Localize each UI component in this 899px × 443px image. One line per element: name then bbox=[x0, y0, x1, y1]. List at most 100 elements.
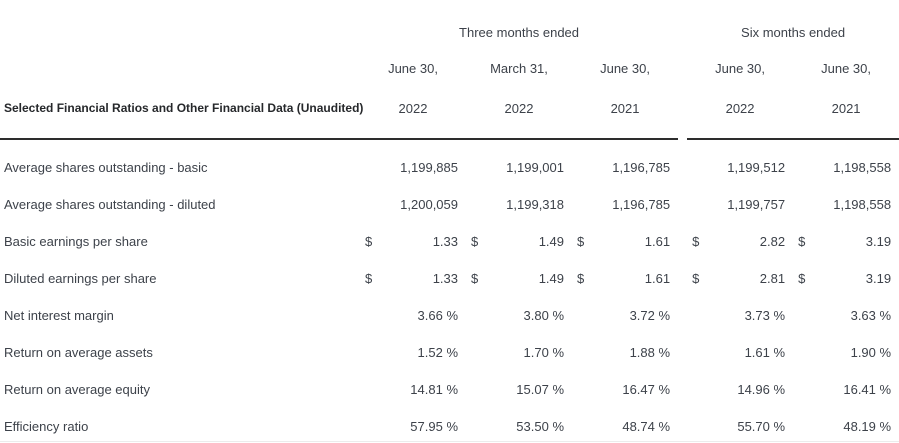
cell-value: 1.61 % bbox=[705, 334, 793, 371]
table-row: Average shares outstanding - basic 1,199,… bbox=[0, 139, 899, 186]
currency-symbol bbox=[687, 408, 705, 443]
cell-value: 3.73 % bbox=[705, 297, 793, 334]
cell-suffix: % bbox=[548, 308, 564, 323]
cell-number: 57.95 bbox=[410, 419, 443, 434]
group-header-three-months: Three months ended bbox=[459, 24, 580, 40]
cell-number: 1.70 bbox=[523, 345, 549, 360]
cell-value: 3.80 % bbox=[484, 297, 572, 334]
column-gap bbox=[678, 14, 687, 50]
column-gap bbox=[678, 334, 687, 371]
cell-value: 1.70 % bbox=[484, 334, 572, 371]
cell-suffix: % bbox=[442, 308, 458, 323]
cell-number: 53.50 bbox=[516, 419, 549, 434]
cell-value: 3.66 % bbox=[378, 297, 466, 334]
currency-symbol bbox=[466, 408, 484, 443]
currency-symbol bbox=[793, 186, 811, 223]
currency-symbol: $ bbox=[692, 234, 700, 249]
cell-number: 1.88 bbox=[629, 345, 655, 360]
cell-value: 1,199,757 bbox=[705, 186, 793, 223]
cell-value: 1,200,059 bbox=[378, 186, 466, 223]
cell-suffix: % bbox=[548, 345, 564, 360]
table-row: Efficiency ratio 57.95 % 53.50 % 48.74 % 55.… bbox=[0, 408, 899, 443]
row-label: Return on average equity bbox=[4, 382, 150, 397]
cell-value: 1.33 bbox=[378, 223, 466, 260]
currency-symbol bbox=[572, 371, 590, 408]
cell-suffix: % bbox=[875, 345, 892, 360]
table-row: Return on average equity 14.81 % 15.07 % 16… bbox=[0, 371, 899, 408]
period-group-row: Three months ended Six months ended bbox=[0, 14, 899, 50]
cell-number: 1,199,757 bbox=[727, 197, 786, 212]
currency-symbol bbox=[360, 297, 378, 334]
currency-symbol: $ bbox=[471, 271, 479, 286]
table-header: Three months ended Six months ended June… bbox=[0, 14, 899, 140]
group-header-six-months: Six months ended bbox=[741, 24, 846, 40]
currency-symbol bbox=[466, 186, 484, 223]
currency-symbol bbox=[793, 139, 811, 186]
cell-number: 1.33 bbox=[432, 271, 458, 286]
currency-symbol bbox=[793, 334, 811, 371]
cell-number: 1.90 bbox=[850, 345, 876, 360]
currency-symbol: $ bbox=[471, 234, 479, 249]
cell-value: 1,198,558 bbox=[811, 139, 899, 186]
cell-value: 1,199,318 bbox=[484, 186, 572, 223]
cell-number: 3.73 bbox=[744, 308, 770, 323]
cell-number: 1,196,785 bbox=[612, 160, 671, 175]
date-row: June 30, March 31, June 30, June 30, Jun… bbox=[0, 50, 899, 86]
column-date: March 31, bbox=[490, 60, 548, 76]
currency-symbol bbox=[466, 297, 484, 334]
cell-suffix: % bbox=[769, 308, 786, 323]
financial-ratios-table: Three months ended Six months ended June… bbox=[0, 14, 899, 443]
currency-symbol: $ bbox=[798, 271, 806, 286]
cell-number: 1.61 bbox=[644, 234, 671, 249]
table-row: Average shares outstanding - diluted 1,20… bbox=[0, 186, 899, 223]
cell-value: 1.49 bbox=[484, 260, 572, 297]
column-gap bbox=[678, 408, 687, 443]
currency-symbol bbox=[572, 186, 590, 223]
bottom-divider bbox=[0, 441, 899, 442]
cell-value: 15.07 % bbox=[484, 371, 572, 408]
column-gap bbox=[678, 260, 687, 297]
cell-value: 2.81 bbox=[705, 260, 793, 297]
cell-value: 1,196,785 bbox=[590, 139, 678, 186]
column-gap bbox=[678, 223, 687, 260]
cell-value: 1,199,885 bbox=[378, 139, 466, 186]
column-year: 2022 bbox=[466, 86, 572, 140]
row-label: Efficiency ratio bbox=[4, 419, 89, 434]
cell-suffix: % bbox=[548, 419, 564, 434]
cell-number: 48.74 bbox=[622, 419, 655, 434]
cell-value: 55.70 % bbox=[705, 408, 793, 443]
column-year: 2021 bbox=[793, 86, 899, 140]
cell-number: 1,198,558 bbox=[833, 197, 892, 212]
column-year: 2021 bbox=[572, 86, 679, 140]
currency-symbol bbox=[466, 334, 484, 371]
column-date: June 30, bbox=[600, 60, 650, 76]
table-body: Average shares outstanding - basic 1,199,… bbox=[0, 139, 899, 443]
cell-suffix: % bbox=[769, 382, 786, 397]
row-label: Basic earnings per share bbox=[4, 234, 148, 249]
currency-symbol bbox=[360, 408, 378, 443]
currency-symbol bbox=[793, 371, 811, 408]
currency-symbol bbox=[572, 408, 590, 443]
cell-value: 1,199,001 bbox=[484, 139, 572, 186]
currency-symbol: $ bbox=[365, 271, 373, 286]
currency-symbol bbox=[466, 139, 484, 186]
cell-number: 1.52 bbox=[417, 345, 443, 360]
cell-number: 1,199,512 bbox=[727, 160, 786, 175]
cell-number: 1.49 bbox=[538, 234, 564, 249]
cell-number: 1.49 bbox=[538, 271, 564, 286]
cell-value: 48.19 % bbox=[811, 408, 899, 443]
cell-number: 3.80 bbox=[523, 308, 549, 323]
currency-symbol bbox=[687, 371, 705, 408]
cell-suffix: % bbox=[442, 419, 458, 434]
cell-number: 3.72 bbox=[629, 308, 655, 323]
currency-symbol bbox=[360, 334, 378, 371]
column-date: June 30, bbox=[821, 60, 871, 76]
cell-value: 3.72 % bbox=[590, 297, 678, 334]
cell-value: 1,199,512 bbox=[705, 139, 793, 186]
header-spacer bbox=[0, 14, 360, 50]
cell-number: 3.63 bbox=[850, 308, 876, 323]
row-label: Average shares outstanding - basic bbox=[4, 160, 208, 175]
cell-number: 2.81 bbox=[759, 271, 786, 286]
cell-value: 1.33 bbox=[378, 260, 466, 297]
cell-number: 3.19 bbox=[865, 271, 892, 286]
